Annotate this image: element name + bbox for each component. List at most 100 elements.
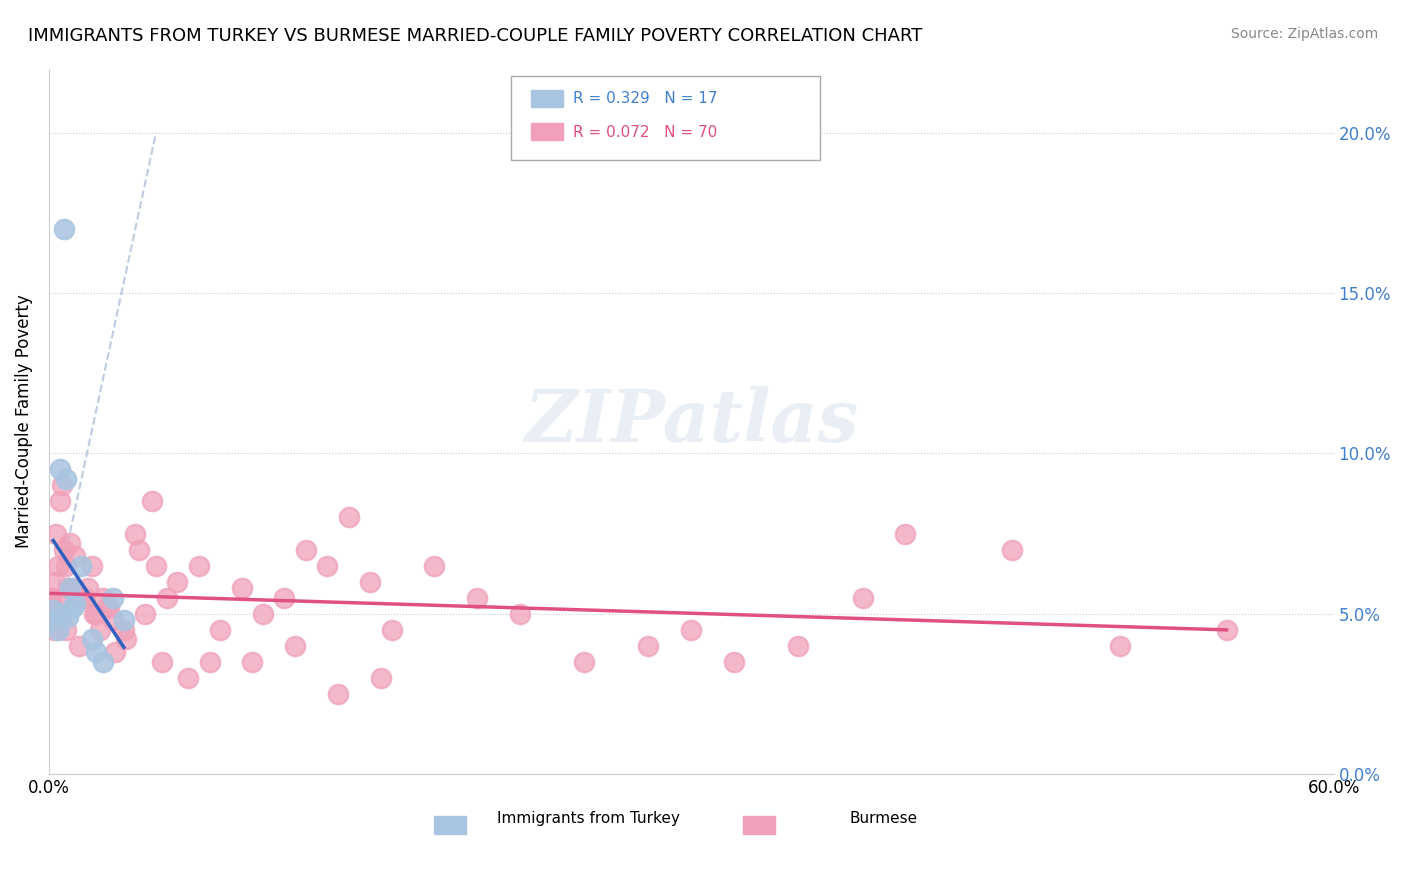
Point — [91, 591, 114, 605]
FancyBboxPatch shape — [512, 76, 820, 161]
Point — [70, 558, 93, 573]
Point — [48, 591, 70, 605]
Point — [166, 574, 188, 589]
Point — [55, 558, 77, 573]
Point — [1108, 639, 1130, 653]
Point — [46, 558, 69, 573]
Point — [52, 222, 75, 236]
Point — [187, 558, 209, 573]
Point — [84, 645, 107, 659]
Point — [316, 558, 339, 573]
Point — [252, 607, 274, 621]
Point — [51, 478, 73, 492]
Point — [63, 549, 86, 563]
Text: Source: ZipAtlas.com: Source: ZipAtlas.com — [1230, 27, 1378, 41]
Point — [198, 655, 221, 669]
Point — [58, 610, 80, 624]
Point — [59, 536, 82, 550]
Point — [284, 639, 307, 653]
Text: R = 0.072   N = 70: R = 0.072 N = 70 — [574, 125, 717, 139]
Point — [51, 607, 73, 621]
Point — [273, 591, 295, 605]
Point — [1215, 623, 1237, 637]
Point — [209, 623, 232, 637]
Point — [80, 558, 103, 573]
Point — [96, 600, 118, 615]
Point — [76, 581, 98, 595]
Point — [41, 613, 63, 627]
Point — [465, 591, 488, 605]
Point — [70, 591, 93, 605]
Point — [62, 600, 84, 615]
Text: ZIPatlas: ZIPatlas — [524, 385, 859, 457]
Point — [337, 510, 360, 524]
Point — [104, 645, 127, 659]
Point — [231, 581, 253, 595]
Point — [44, 574, 66, 589]
Point — [852, 591, 875, 605]
Y-axis label: Married-Couple Family Poverty: Married-Couple Family Poverty — [15, 294, 32, 549]
Point — [45, 526, 67, 541]
Point — [55, 623, 77, 637]
Point — [103, 613, 125, 627]
Point — [177, 671, 200, 685]
Point — [67, 639, 90, 653]
Point — [44, 613, 66, 627]
Point — [55, 472, 77, 486]
Point — [112, 613, 135, 627]
Point — [681, 623, 703, 637]
Point — [59, 581, 82, 595]
Point — [1001, 542, 1024, 557]
Point — [145, 558, 167, 573]
Point — [380, 623, 402, 637]
Point — [62, 581, 84, 595]
Bar — [530, 123, 562, 140]
Point — [124, 526, 146, 541]
Point — [44, 623, 66, 637]
Point — [48, 462, 70, 476]
Point — [112, 623, 135, 637]
Text: Burmese: Burmese — [851, 812, 918, 826]
Point — [141, 494, 163, 508]
Point — [42, 600, 65, 615]
Bar — [530, 90, 562, 107]
Point — [103, 591, 125, 605]
Bar — [434, 816, 467, 834]
Point — [97, 600, 120, 615]
Point — [509, 607, 531, 621]
Point — [42, 603, 65, 617]
Point — [359, 574, 381, 589]
Point — [787, 639, 810, 653]
Point — [115, 632, 138, 647]
Point — [128, 542, 150, 557]
Point — [242, 655, 264, 669]
Point — [894, 526, 917, 541]
Point — [152, 655, 174, 669]
Point — [46, 623, 69, 637]
Bar — [742, 816, 775, 834]
Point — [156, 591, 179, 605]
Text: Immigrants from Turkey: Immigrants from Turkey — [498, 812, 681, 826]
Point — [44, 607, 66, 621]
Point — [52, 542, 75, 557]
Text: IMMIGRANTS FROM TURKEY VS BURMESE MARRIED-COUPLE FAMILY POVERTY CORRELATION CHAR: IMMIGRANTS FROM TURKEY VS BURMESE MARRIE… — [28, 27, 922, 45]
Point — [723, 655, 745, 669]
Point — [39, 591, 62, 605]
Point — [423, 558, 446, 573]
Point — [58, 581, 80, 595]
Point — [75, 591, 97, 605]
Point — [326, 687, 349, 701]
Point — [370, 671, 392, 685]
Point — [574, 655, 596, 669]
Point — [84, 607, 107, 621]
Text: R = 0.329   N = 17: R = 0.329 N = 17 — [574, 91, 717, 106]
Point — [91, 655, 114, 669]
Point — [63, 597, 86, 611]
Point — [80, 632, 103, 647]
Point — [89, 623, 111, 637]
Point — [295, 542, 318, 557]
Point — [134, 607, 156, 621]
Point — [637, 639, 659, 653]
Point — [48, 494, 70, 508]
Point — [83, 607, 105, 621]
